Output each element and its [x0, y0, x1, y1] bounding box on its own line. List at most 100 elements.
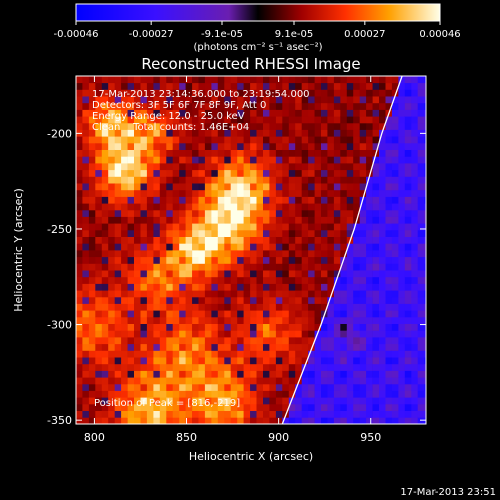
- heatmap-cell: [198, 223, 206, 231]
- annotation-detectors: Detectors: 3F 5F 6F 7F 8F 9F, Att 0: [92, 100, 266, 111]
- heatmap-cell: [88, 263, 96, 271]
- heatmap-cell: [404, 410, 412, 418]
- heatmap-cell: [288, 263, 296, 271]
- heatmap-cell: [288, 196, 296, 204]
- heatmap-cell: [391, 102, 399, 110]
- heatmap-cell: [379, 89, 386, 97]
- heatmap-cell: [263, 377, 270, 385]
- heatmap-cell: [166, 89, 174, 97]
- heatmap-cell: [250, 377, 257, 385]
- heatmap-cell: [411, 122, 419, 130]
- heatmap-cell: [108, 169, 115, 177]
- heatmap-cell: [108, 390, 115, 398]
- heatmap-cell: [424, 390, 426, 398]
- heatmap-cell: [308, 176, 315, 184]
- heatmap-cell: [417, 250, 425, 258]
- heatmap-cell: [327, 129, 335, 137]
- heatmap-cell: [379, 337, 386, 345]
- heatmap-cell: [121, 377, 128, 385]
- heatmap-cell: [404, 357, 412, 365]
- heatmap-cell: [108, 370, 115, 378]
- heatmap-cell: [417, 316, 425, 324]
- heatmap-cell: [269, 229, 277, 237]
- heatmap-cell: [108, 296, 115, 304]
- heatmap-cell: [372, 216, 380, 224]
- heatmap-cell: [411, 156, 419, 164]
- heatmap-cell: [411, 337, 419, 345]
- heatmap-cell: [127, 116, 135, 124]
- heatmap-cell: [340, 89, 348, 97]
- heatmap-cell: [101, 203, 109, 211]
- heatmap-cell: [198, 250, 206, 258]
- heatmap-cell: [108, 76, 115, 84]
- heatmap-cell: [172, 330, 180, 338]
- heatmap-cell: [82, 343, 90, 351]
- heatmap-cell: [172, 96, 180, 104]
- heatmap-cell: [346, 290, 354, 298]
- heatmap-cell: [385, 136, 393, 144]
- heatmap-cell: [372, 89, 380, 97]
- heatmap-cell: [256, 209, 264, 217]
- heatmap-cell: [134, 370, 141, 378]
- heatmap-cell: [88, 390, 96, 398]
- heatmap-cell: [121, 163, 128, 171]
- heatmap-cell: [301, 183, 309, 191]
- heatmap-cell: [172, 82, 180, 90]
- heatmap-cell: [166, 377, 174, 385]
- colorbar-ticks: -0.00046 -0.00027 -9.1e-05 9.1e-05 0.00027 0.…: [54, 21, 461, 40]
- heatmap-cell: [192, 116, 199, 124]
- heatmap-cell: [398, 156, 406, 164]
- heatmap-cell: [379, 236, 386, 244]
- heatmap-cell: [295, 116, 302, 124]
- heatmap-cell: [340, 316, 348, 324]
- heatmap-cell: [82, 270, 90, 278]
- heatmap-cell: [108, 136, 115, 144]
- heatmap-cell: [321, 343, 328, 351]
- heatmap-cell: [321, 410, 328, 418]
- heatmap-cell: [127, 136, 135, 144]
- heatmap-cell: [166, 290, 174, 298]
- heatmap-cell: [88, 323, 96, 331]
- heatmap-cell: [172, 229, 180, 237]
- heatmap-cell: [379, 216, 386, 224]
- heatmap-cell: [140, 183, 148, 191]
- heatmap-cell: [404, 290, 412, 298]
- heatmap-cell: [127, 176, 135, 184]
- heatmap-cell: [333, 316, 341, 324]
- heatmap-cell: [346, 390, 354, 398]
- heatmap-cell: [340, 377, 348, 385]
- heatmap-cell: [314, 256, 322, 264]
- heatmap-cell: [224, 209, 232, 217]
- heatmap-cell: [76, 303, 83, 311]
- heatmap-cell: [282, 223, 290, 231]
- heatmap-cell: [372, 116, 380, 124]
- heatmap-cell: [134, 250, 141, 258]
- heatmap-cell: [404, 276, 412, 284]
- heatmap-cell: [411, 109, 419, 117]
- heatmap-cell: [372, 209, 380, 217]
- heatmap-cell: [282, 96, 290, 104]
- heatmap-cell: [114, 169, 122, 177]
- heatmap-cell: [243, 216, 251, 224]
- heatmap-cell: [114, 323, 122, 331]
- heatmap-cell: [146, 316, 154, 324]
- heatmap-cell: [172, 176, 180, 184]
- heatmap-cell: [256, 149, 264, 157]
- heatmap-cell: [198, 397, 206, 405]
- heatmap-cell: [398, 96, 406, 104]
- heatmap-cell: [385, 390, 393, 398]
- heatmap-cell: [217, 310, 225, 318]
- heatmap-cell: [372, 290, 380, 298]
- heatmap-cell: [295, 397, 302, 405]
- heatmap-cell: [237, 142, 244, 150]
- heatmap-cell: [366, 229, 373, 237]
- heatmap-cell: [166, 136, 174, 144]
- heatmap-cell: [192, 196, 199, 204]
- heatmap-cell: [140, 76, 148, 84]
- heatmap-cell: [359, 337, 367, 345]
- heatmap-cell: [211, 82, 219, 90]
- heatmap-cell: [308, 183, 315, 191]
- heatmap-cell: [95, 290, 103, 298]
- heatmap-cell: [101, 323, 109, 331]
- heatmap-cell: [211, 116, 219, 124]
